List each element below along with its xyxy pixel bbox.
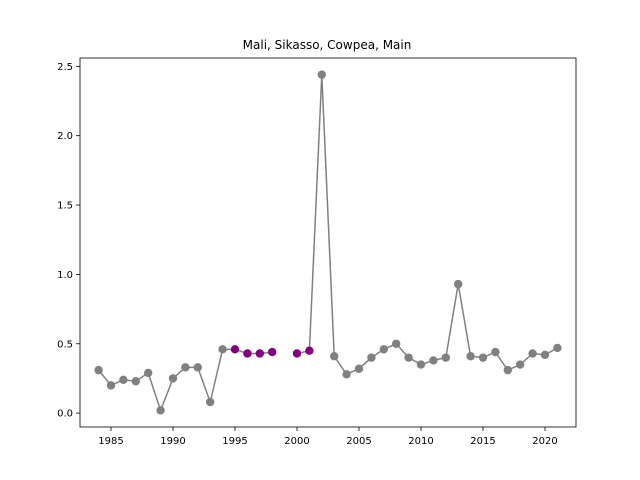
- x-tick-label-2020: 2020: [532, 436, 557, 447]
- data-point-2003: [330, 352, 339, 361]
- x-tick-label-2000: 2000: [284, 436, 309, 447]
- data-point-1990: [168, 374, 178, 383]
- plot-area: [94, 70, 562, 415]
- data-point-2004: [342, 370, 351, 379]
- data-point-2002: [317, 70, 326, 79]
- data-point-2009: [404, 353, 413, 362]
- y-tick-label-2.0: 2.0: [57, 131, 73, 142]
- data-point-2006: [367, 353, 376, 362]
- data-point-1995: [230, 345, 240, 354]
- data-point-2001: [305, 346, 314, 355]
- data-point-1991: [181, 363, 190, 372]
- y-tick-label-1.5: 1.5: [57, 201, 73, 212]
- data-point-2005: [354, 364, 364, 373]
- data-point-2007: [379, 345, 388, 354]
- data-point-2000: [292, 349, 302, 358]
- x-tick-label-1990: 1990: [160, 436, 185, 447]
- data-point-1988: [144, 368, 153, 378]
- data-point-2011: [429, 356, 438, 365]
- data-point-1987: [131, 377, 140, 386]
- data-point-1986: [119, 375, 128, 385]
- x-tick-label-1995: 1995: [222, 436, 247, 447]
- data-point-2017: [503, 365, 512, 375]
- series-line-segment-1: [296, 74, 558, 376]
- data-point-2019: [528, 349, 537, 358]
- y-axis: 0.0 0.5 1.0 1.5 2.0 2.5: [57, 62, 80, 420]
- data-point-1985: [106, 381, 116, 390]
- x-tick-label-2005: 2005: [346, 436, 371, 447]
- data-point-1989: [156, 406, 165, 415]
- data-point-2008: [392, 339, 401, 348]
- data-point-1984: [94, 365, 103, 375]
- x-axis: 1985 1990 1995 2000 2005 2010 2015 2020: [98, 427, 558, 447]
- data-point-2012: [441, 353, 450, 362]
- chart-title: Mali, Sikasso, Cowpea, Main: [243, 38, 412, 52]
- x-tick-label-2015: 2015: [470, 436, 495, 447]
- y-tick-label-2.5: 2.5: [57, 62, 73, 73]
- x-tick-label-1985: 1985: [98, 436, 123, 447]
- y-tick-label-0.5: 0.5: [57, 339, 73, 350]
- x-tick-label-2010: 2010: [408, 436, 433, 447]
- data-point-1994: [218, 345, 227, 354]
- data-point-1996: [243, 349, 252, 358]
- plot-frame: [79, 57, 577, 428]
- data-point-1993: [206, 397, 215, 407]
- data-point-2018: [516, 360, 525, 369]
- data-point-2015: [478, 353, 488, 362]
- data-point-2014: [466, 352, 475, 361]
- data-point-2020: [540, 350, 550, 360]
- y-tick-label-0.0: 0.0: [57, 409, 73, 420]
- data-point-1997: [255, 349, 264, 358]
- data-point-2016: [491, 347, 500, 357]
- data-point-2013: [454, 279, 463, 289]
- y-tick-label-1.0: 1.0: [57, 270, 73, 281]
- data-point-2010: [416, 360, 426, 369]
- data-point-2021: [553, 343, 562, 353]
- data-point-1998: [268, 347, 277, 357]
- data-point-1992: [193, 363, 202, 372]
